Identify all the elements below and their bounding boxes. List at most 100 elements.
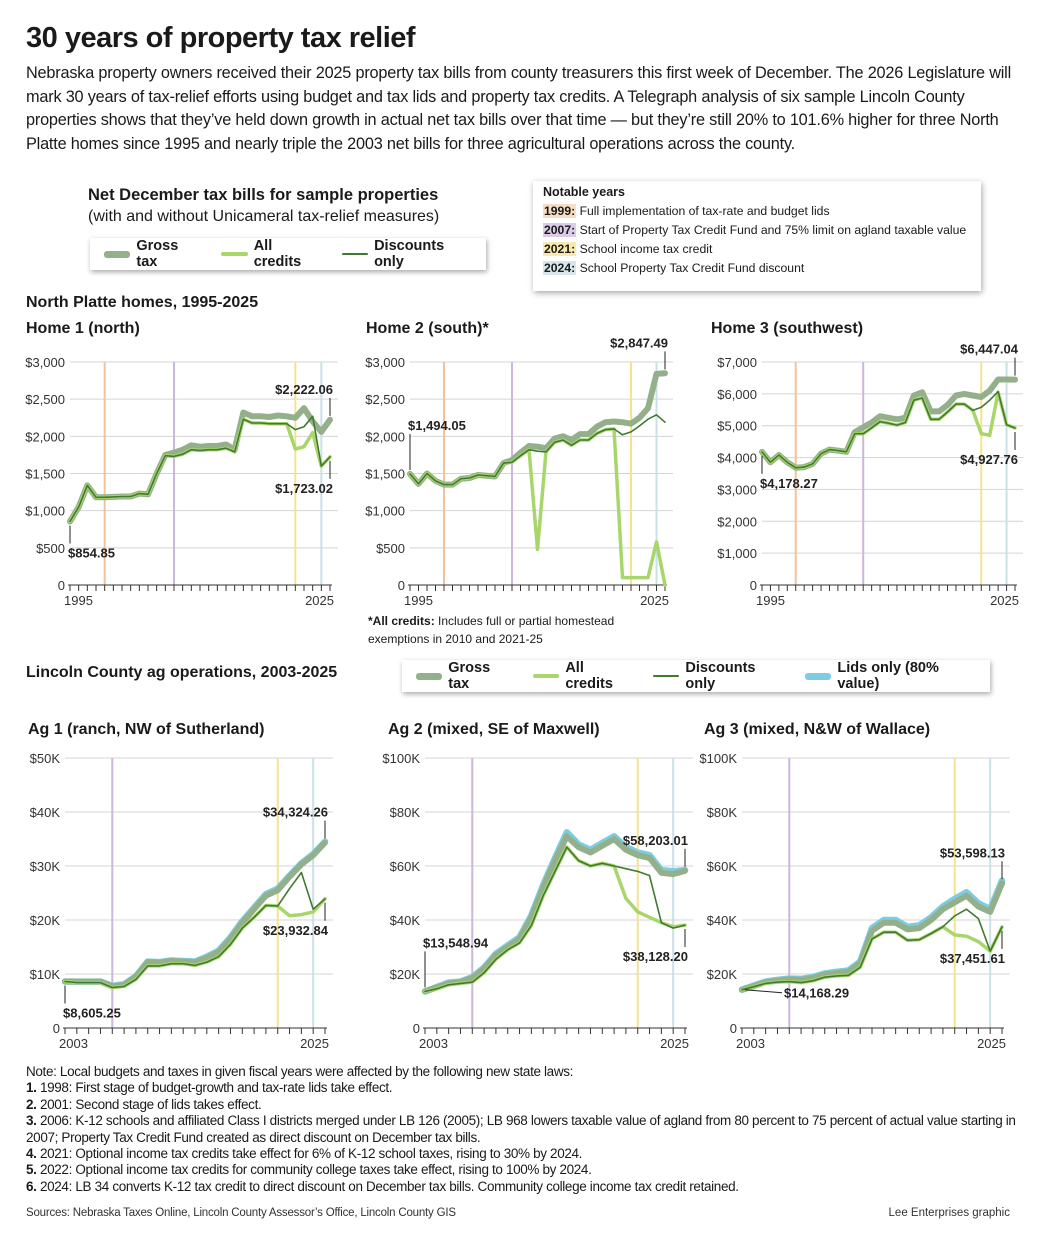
- note-text: 2006: K-12 schools and affiliated Class …: [26, 1113, 1016, 1145]
- page-title: 30 years of property tax relief: [26, 22, 416, 54]
- chart-home2: 0 $500 $1,000 $1,500 $2,000 $2,500 $3,000 1995 2…: [360, 335, 680, 619]
- y-tick-label: $500: [36, 541, 65, 556]
- legend-label: Lids only (80% value): [837, 660, 939, 692]
- y-tick-label: $7,000: [717, 355, 757, 370]
- legend-swatch: [805, 672, 832, 680]
- x-tick-label: 1995: [404, 593, 433, 608]
- y-tick-label: 0: [398, 578, 405, 593]
- notable-year-text: Full implementation of tax-rate and budg…: [579, 204, 830, 218]
- y-tick-label: 0: [413, 1021, 420, 1036]
- note-text: 2021: Optional income tax credits take e…: [36, 1146, 583, 1162]
- x-tick-label: 2003: [736, 1036, 765, 1051]
- x-tick-label: 2003: [419, 1036, 448, 1051]
- x-tick-label: 2025: [305, 593, 334, 608]
- chart-svg: 0 $500 $1,000 $1,500 $2,000 $2,500 $3,000 1995 2…: [365, 335, 673, 608]
- footnote-text: Includes full or partial homestead exemp…: [368, 614, 615, 646]
- section-homes-heading: North Platte homes, 1995-2025: [26, 294, 259, 311]
- series-line-discounts: [409, 413, 666, 486]
- notable-year: 2024:: [543, 261, 577, 275]
- chart-title-ag2: Ag 2 (mixed, SE of Maxwell): [388, 721, 600, 738]
- footnote-label: *All credits:: [368, 614, 435, 628]
- y-tick-label: $1,500: [25, 467, 65, 482]
- x-tick-label: 2025: [300, 1036, 329, 1051]
- y-tick-label: $6,000: [717, 387, 757, 402]
- chart-svg: 0 $10K $20K $30K $40K $50K 2003 2025 $8,605.25 $3…: [30, 751, 333, 1051]
- series-line-discounts: [69, 415, 331, 523]
- legend-label: Gross tax: [136, 238, 179, 270]
- y-tick-label: $20K: [30, 913, 61, 928]
- legend-label: Discounts only: [374, 238, 445, 270]
- series-line-all-credits: [408, 427, 667, 587]
- y-tick-label: $1,000: [717, 546, 757, 561]
- y-tick-label: $3,000: [717, 482, 757, 497]
- x-tick-label: 2025: [640, 593, 669, 608]
- chart-ag1: 0 $10K $20K $30K $40K $50K 2003 2025 $8,605.25 $3…: [20, 748, 340, 1058]
- notable-year-text: School Property Tax Credit Fund discount: [579, 261, 805, 275]
- y-tick-label: $1,500: [365, 467, 405, 482]
- series-line-all-credits: [68, 417, 332, 524]
- legend-label: Gross tax: [448, 660, 491, 692]
- x-tick-label: 1995: [64, 593, 93, 608]
- y-tick-label: 0: [53, 1021, 60, 1036]
- note-number: 6.: [26, 1178, 37, 1194]
- y-tick-label: $60K: [390, 859, 421, 874]
- legend-swatch: [533, 674, 560, 678]
- chart-svg: 0 $20K $40K $60K $80K $100K 2003 2025 $13,548.94…: [382, 751, 693, 1051]
- legend-label: Discounts only: [685, 660, 756, 692]
- y-tick-label: $1,000: [25, 504, 65, 519]
- chart-ag2: 0 $20K $40K $60K $80K $100K 2003 2025 $13,548.94…: [380, 748, 700, 1058]
- chart-title-home1: Home 1 (north): [26, 320, 140, 337]
- series-line-gross: [422, 833, 688, 995]
- note-number: 4.: [26, 1146, 37, 1162]
- annotation-label: $854.85: [68, 545, 115, 560]
- y-tick-label: $2,500: [365, 392, 405, 407]
- legend-homes: Gross tax All credits Discounts only: [90, 238, 486, 270]
- annotation-label: $4,927.76: [960, 452, 1018, 467]
- legend-ag: Gross tax All credits Discounts only Lids o…: [402, 660, 990, 692]
- y-tick-label: $2,000: [717, 514, 757, 529]
- legend-item-all-credits: All credits: [533, 660, 631, 692]
- annotation-label: $58,203.01: [623, 833, 688, 848]
- sources: Sources: Nebraska Taxes Online, Lincoln …: [26, 1207, 456, 1219]
- chart-home3: 0 $1,000 $2,000 $3,000 $4,000 $5,000 $6,000 $7,…: [710, 342, 1030, 619]
- legend-swatch: [221, 252, 248, 256]
- annotation-label: $23,932.84: [263, 923, 329, 938]
- y-tick-label: 0: [58, 578, 65, 593]
- y-tick-label: $60K: [707, 859, 738, 874]
- annotation-label: $53,598.13: [940, 845, 1005, 860]
- y-tick-label: 0: [750, 578, 757, 593]
- annotation-label: $4,178.27: [760, 476, 818, 491]
- note-number: 5.: [26, 1162, 37, 1178]
- notable-year-item: 2007: Start of Property Tax Credit Fund …: [543, 221, 971, 240]
- y-tick-label: $40K: [707, 913, 738, 928]
- note-number: 3.: [26, 1113, 37, 1129]
- chart-svg: 0 $500 $1,000 $1,500 $2,000 $2,500 $3,000 1995 2…: [25, 355, 338, 608]
- y-tick-label: $50K: [30, 751, 61, 766]
- annotation-label: $2,847.49: [610, 335, 668, 350]
- notable-year: 1999:: [543, 204, 577, 218]
- note-text: 1998: First stage of budget-growth and t…: [36, 1080, 393, 1096]
- notable-year-item: 1999: Full implementation of tax-rate an…: [543, 202, 971, 221]
- series-line-discounts: [741, 908, 1003, 991]
- series-line-gross: [739, 880, 1005, 993]
- notable-year-text: Start of Property Tax Credit Fund and 75…: [579, 223, 967, 237]
- y-tick-label: $3,000: [365, 355, 405, 370]
- note-text: 2022: Optional income tax credits for co…: [36, 1162, 592, 1178]
- y-tick-label: $2,500: [25, 392, 65, 407]
- legend-label: All credits: [253, 238, 302, 270]
- chart-title-ag3: Ag 3 (mixed, N&W of Wallace): [704, 721, 931, 738]
- chart-home1: 0 $500 $1,000 $1,500 $2,000 $2,500 $3,000 1995 2…: [20, 352, 340, 619]
- y-tick-label: $3,000: [25, 355, 65, 370]
- chart-svg: 0 $20K $40K $60K $80K $100K 2003 2025 $14,168.29…: [699, 751, 1010, 1051]
- notable-years-title: Notable years: [543, 185, 625, 199]
- series-line-gross: [67, 405, 333, 525]
- note-text: 2024: LB 34 converts K-12 tax credit to …: [36, 1178, 739, 1194]
- y-tick-label: $80K: [390, 805, 421, 820]
- annotation-leader: [744, 989, 783, 994]
- intro-text: Nebraska property owners received their …: [26, 64, 1012, 153]
- annotation-label: $8,605.25: [63, 1006, 121, 1021]
- legend-item-discounts: Discounts only: [653, 660, 783, 692]
- annotation-label: $1,494.05: [408, 418, 466, 433]
- series-line-discounts: [761, 390, 1016, 469]
- legend-item-lids: Lids only (80% value): [805, 660, 976, 692]
